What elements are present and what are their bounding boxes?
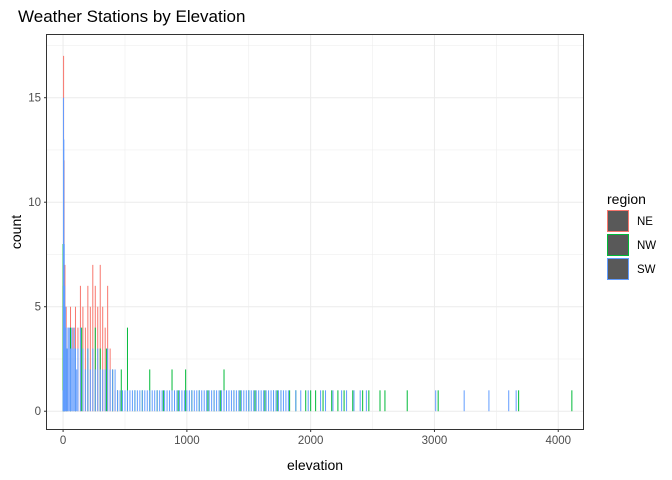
y-tick-label: 15: [28, 93, 41, 105]
y-tick-label: 5: [35, 302, 41, 314]
x-tick-label: 1000: [174, 435, 200, 447]
chart-title: Weather Stations by Elevation: [18, 7, 245, 26]
legend-key-SW: [607, 258, 629, 280]
y-axis-ticks: 0 5 10 15: [28, 93, 47, 418]
x-tick-label: 4000: [545, 435, 571, 447]
y-tick-label: 0: [35, 406, 41, 418]
legend-key-NW: [607, 234, 629, 256]
x-tick-label: 3000: [422, 435, 448, 447]
legend-key-NE: [607, 210, 629, 232]
series-SW: [62, 97, 517, 412]
legend-label-NE: NE: [637, 216, 653, 228]
histogram-bars: [62, 55, 573, 412]
x-tick-label: 0: [60, 435, 66, 447]
x-tick-label: 2000: [298, 435, 324, 447]
y-axis-title: count: [8, 215, 24, 249]
x-axis-title: elevation: [287, 457, 343, 473]
legend: region NE NW SW: [607, 191, 656, 280]
legend-label-SW: SW: [637, 264, 656, 276]
x-axis-ticks: 0 1000 2000 3000 4000: [60, 429, 571, 447]
y-tick-label: 10: [28, 197, 41, 209]
plot-panel: [46, 34, 584, 430]
legend-label-NW: NW: [637, 240, 656, 252]
legend-title: region: [607, 191, 646, 207]
